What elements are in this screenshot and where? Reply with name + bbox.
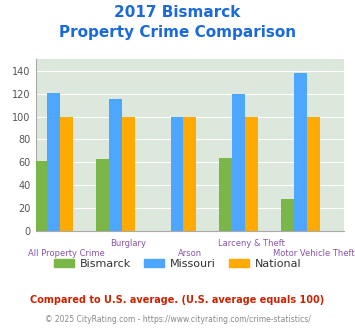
- Bar: [96, 159, 109, 231]
- Bar: [170, 116, 184, 231]
- Text: Larceny & Theft: Larceny & Theft: [218, 239, 285, 248]
- Text: Motor Vehicle Theft: Motor Vehicle Theft: [273, 249, 354, 258]
- Bar: [184, 116, 196, 231]
- Text: All Property Crime: All Property Crime: [28, 249, 105, 258]
- Text: Arson: Arson: [178, 249, 202, 258]
- Bar: [245, 116, 258, 231]
- Bar: [109, 99, 122, 231]
- Bar: [232, 94, 245, 231]
- Bar: [294, 73, 307, 231]
- Bar: [47, 93, 60, 231]
- Text: Property Crime Comparison: Property Crime Comparison: [59, 25, 296, 40]
- Bar: [60, 116, 73, 231]
- Bar: [307, 116, 320, 231]
- Text: Compared to U.S. average. (U.S. average equals 100): Compared to U.S. average. (U.S. average …: [31, 295, 324, 305]
- Bar: [34, 161, 47, 231]
- Text: 2017 Bismarck: 2017 Bismarck: [114, 5, 241, 20]
- Bar: [281, 199, 294, 231]
- Text: Burglary: Burglary: [110, 239, 146, 248]
- Text: © 2025 CityRating.com - https://www.cityrating.com/crime-statistics/: © 2025 CityRating.com - https://www.city…: [45, 315, 310, 324]
- Legend: Bismarck, Missouri, National: Bismarck, Missouri, National: [49, 254, 306, 273]
- Bar: [219, 158, 232, 231]
- Bar: [122, 116, 135, 231]
